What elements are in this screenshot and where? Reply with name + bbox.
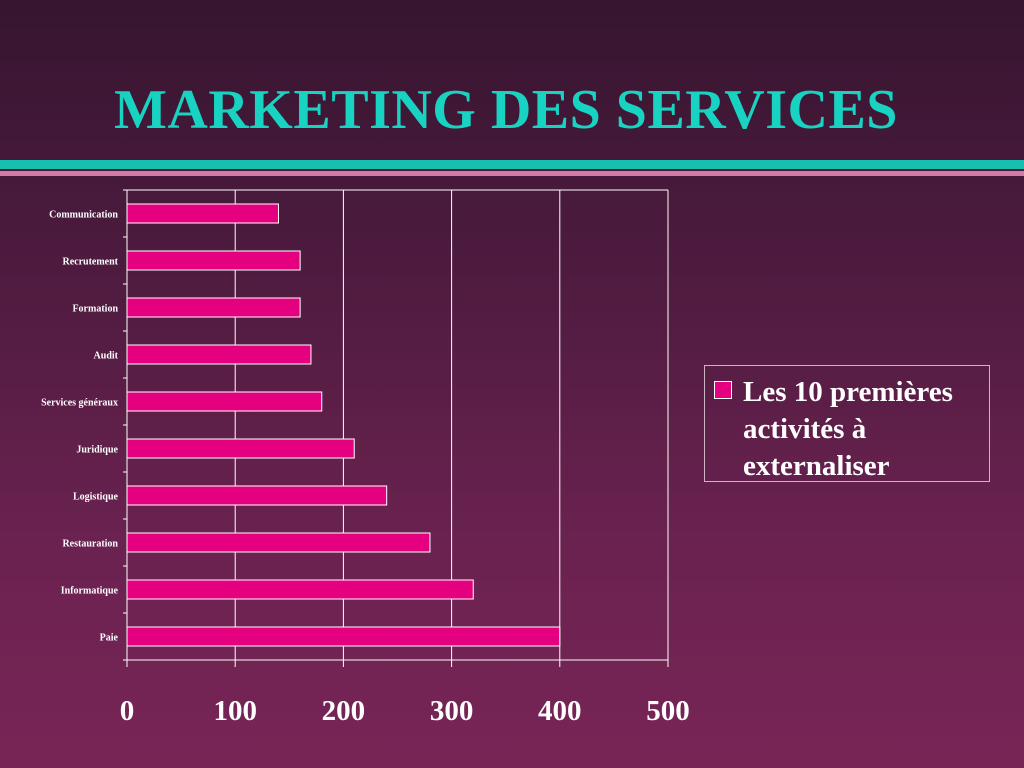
bar bbox=[126, 250, 301, 271]
bar bbox=[126, 485, 388, 506]
x-tick-label: 0 bbox=[120, 695, 135, 727]
category-label: Communication bbox=[49, 210, 118, 221]
legend-label: Les 10 premières activités à externalise… bbox=[743, 376, 953, 482]
bar bbox=[126, 626, 561, 647]
category-label: Paie bbox=[100, 633, 119, 644]
title-underline-teal bbox=[0, 160, 1024, 169]
x-tick-label: 400 bbox=[538, 695, 582, 727]
category-label: Formation bbox=[72, 304, 118, 315]
category-label: Recrutement bbox=[62, 257, 118, 268]
bar bbox=[126, 532, 431, 553]
bar bbox=[126, 297, 301, 318]
bar bbox=[126, 203, 279, 224]
category-label: Informatique bbox=[61, 586, 119, 597]
bar bbox=[126, 438, 355, 459]
bar bbox=[126, 344, 312, 365]
x-tick-label: 300 bbox=[430, 695, 474, 727]
x-tick-label: 500 bbox=[646, 695, 690, 727]
bar-chart: 0 100 200 300 400 500 Communication Recrutement… bbox=[41, 189, 690, 727]
category-label: Logistique bbox=[73, 492, 119, 503]
category-label: Restauration bbox=[62, 539, 118, 550]
x-tick-label: 100 bbox=[213, 695, 257, 727]
bar bbox=[126, 391, 323, 412]
chart-legend: Les 10 premières activités à externalise… bbox=[704, 365, 990, 482]
category-label: Audit bbox=[94, 351, 119, 362]
x-tick-label: 200 bbox=[322, 695, 366, 727]
legend-swatch bbox=[714, 381, 732, 399]
category-label: Juridique bbox=[76, 445, 118, 456]
category-label: Services généraux bbox=[41, 398, 118, 409]
slide-title: MARKETING DES SERVICES bbox=[114, 79, 898, 141]
title-underline-pink bbox=[0, 171, 1024, 176]
bar bbox=[126, 579, 474, 600]
